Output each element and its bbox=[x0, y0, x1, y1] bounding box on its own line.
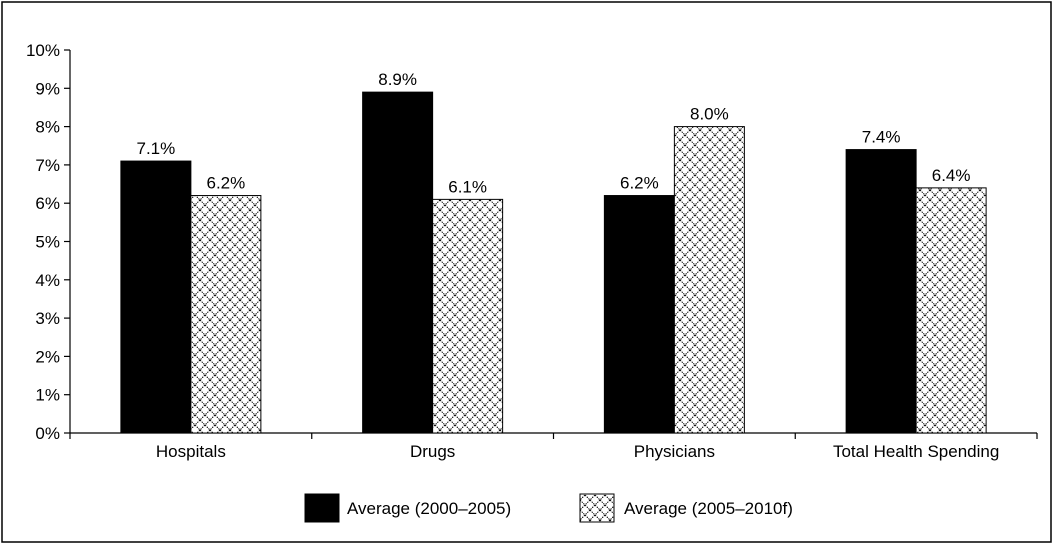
bar-hospitals-series-2 bbox=[190, 195, 262, 434]
bar-hospitals-series-1 bbox=[120, 160, 192, 434]
data-label-drugs-series-1: 8.9% bbox=[378, 70, 417, 89]
bar-physicians-series-2 bbox=[673, 126, 745, 434]
legend-swatch-series-2 bbox=[579, 493, 615, 523]
legend-label-series-2: Average (2005–2010f) bbox=[624, 499, 793, 518]
data-label-hospitals-series-1: 7.1% bbox=[137, 139, 176, 158]
bar-physicians-series-1 bbox=[603, 195, 675, 434]
y-tick-label: 3% bbox=[35, 309, 60, 328]
data-label-total-health-spending-series-2: 6.4% bbox=[932, 166, 971, 185]
legend: Average (2000–2005) Average (2005–2010f) bbox=[304, 493, 793, 523]
bar-total-health-spending-series-2 bbox=[915, 187, 987, 434]
category-label-physicians: Physicians bbox=[634, 442, 715, 461]
y-tick-label: 5% bbox=[35, 233, 60, 252]
axes: 0% 1% 2% 3% 4% 5% 6% 7% 8% 9% 10% Hospitals Drugs Phy… bbox=[26, 41, 1038, 461]
y-tick-label: 0% bbox=[35, 424, 60, 443]
data-label-total-health-spending-series-1: 7.4% bbox=[862, 128, 901, 147]
category-label-total-health-spending: Total Health Spending bbox=[833, 442, 999, 461]
data-label-drugs-series-2: 6.1% bbox=[448, 177, 487, 196]
data-label-physicians-series-1: 6.2% bbox=[620, 174, 659, 193]
bar-total-health-spending-series-1 bbox=[845, 149, 917, 434]
bar-drugs-series-2 bbox=[432, 198, 504, 434]
legend-swatch-series-1 bbox=[304, 493, 340, 523]
y-tick-label: 2% bbox=[35, 347, 60, 366]
bar-drugs-series-1 bbox=[362, 91, 434, 434]
category-label-drugs: Drugs bbox=[410, 442, 455, 461]
legend-label-series-1: Average (2000–2005) bbox=[347, 499, 511, 518]
bars: 7.1% 6.2% 8.9% 6.1% 6.2% 8.0% 7.4% 6.4% bbox=[120, 70, 987, 434]
y-tick-label: 9% bbox=[35, 79, 60, 98]
y-tick-label: 6% bbox=[35, 194, 60, 213]
category-label-hospitals: Hospitals bbox=[156, 442, 226, 461]
data-label-physicians-series-2: 8.0% bbox=[690, 105, 729, 124]
y-tick-label: 10% bbox=[26, 41, 60, 60]
y-tick-label: 4% bbox=[35, 271, 60, 290]
data-label-hospitals-series-2: 6.2% bbox=[207, 174, 246, 193]
y-tick-label: 1% bbox=[35, 386, 60, 405]
y-tick-label: 7% bbox=[35, 156, 60, 175]
y-tick-label: 8% bbox=[35, 118, 60, 137]
